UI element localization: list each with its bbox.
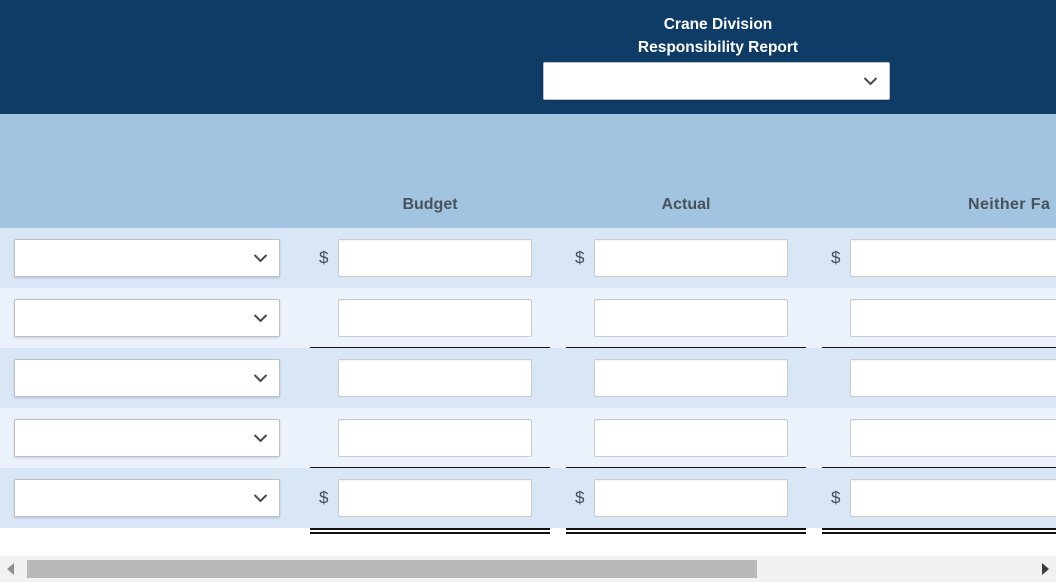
double-rule-segment bbox=[566, 528, 806, 534]
budget-cell bbox=[310, 408, 550, 469]
horizontal-scrollbar[interactable] bbox=[0, 556, 1056, 582]
actual-input[interactable] bbox=[594, 299, 788, 337]
dollar-sign: $ bbox=[575, 248, 585, 267]
account-select[interactable] bbox=[14, 419, 280, 457]
dollar-sign: $ bbox=[319, 248, 329, 267]
period-select-wrap bbox=[543, 62, 890, 100]
actual-cell: $ bbox=[566, 228, 806, 288]
variance-cell: $ bbox=[822, 468, 1056, 528]
report-title: Crane Division Responsibility Report bbox=[638, 13, 798, 59]
account-select-wrap bbox=[14, 479, 280, 517]
budget-cell: $ bbox=[310, 228, 550, 288]
dollar-sign: $ bbox=[831, 488, 841, 507]
budget-cell bbox=[310, 348, 550, 408]
column-header-budget: Budget bbox=[402, 196, 458, 213]
column-header-actual: Actual bbox=[661, 196, 711, 213]
table-row bbox=[0, 288, 1056, 349]
budget-input[interactable] bbox=[338, 239, 532, 277]
actual-input[interactable] bbox=[594, 479, 788, 517]
account-select-wrap bbox=[14, 299, 280, 337]
dollar-sign: $ bbox=[575, 488, 585, 507]
period-select[interactable] bbox=[543, 62, 890, 100]
budget-input[interactable] bbox=[338, 359, 532, 397]
table-row: $ $ $ bbox=[0, 468, 1056, 528]
variance-cell: $ bbox=[822, 228, 1056, 288]
report-rows: $ $ $ bbox=[0, 228, 1056, 528]
triangle-right-icon[interactable] bbox=[1042, 563, 1049, 575]
scrollbar-thumb[interactable] bbox=[27, 560, 757, 578]
variance-cell bbox=[822, 408, 1056, 469]
budget-input[interactable] bbox=[338, 299, 532, 337]
report-header: Crane Division Responsibility Report bbox=[0, 0, 1056, 114]
report-title-line1: Crane Division bbox=[663, 16, 773, 33]
variance-input[interactable] bbox=[850, 419, 1056, 457]
actual-input[interactable] bbox=[594, 359, 788, 397]
table-row bbox=[0, 408, 1056, 469]
budget-input[interactable] bbox=[338, 419, 532, 457]
double-rule bbox=[0, 528, 1056, 534]
variance-cell bbox=[822, 288, 1056, 349]
variance-input[interactable] bbox=[850, 359, 1056, 397]
table-row bbox=[0, 348, 1056, 408]
report-title-line2: Responsibility Report bbox=[637, 39, 799, 56]
variance-input[interactable] bbox=[850, 239, 1056, 277]
table-row: $ $ $ bbox=[0, 228, 1056, 288]
account-select-wrap bbox=[14, 239, 280, 277]
account-select-wrap bbox=[14, 359, 280, 397]
account-select[interactable] bbox=[14, 299, 280, 337]
budget-input[interactable] bbox=[338, 479, 532, 517]
actual-input[interactable] bbox=[594, 239, 788, 277]
account-select[interactable] bbox=[14, 239, 280, 277]
actual-cell bbox=[566, 348, 806, 408]
dollar-sign: $ bbox=[319, 488, 329, 507]
actual-cell bbox=[566, 408, 806, 469]
variance-input[interactable] bbox=[850, 299, 1056, 337]
column-header-band: Budget Actual Neither Fa bbox=[0, 114, 1056, 228]
account-select[interactable] bbox=[14, 359, 280, 397]
dollar-sign: $ bbox=[831, 248, 841, 267]
column-header-variance: Neither Fa bbox=[968, 196, 1051, 213]
actual-cell bbox=[566, 288, 806, 349]
actual-cell: $ bbox=[566, 468, 806, 528]
account-select[interactable] bbox=[14, 479, 280, 517]
budget-cell bbox=[310, 288, 550, 349]
variance-input[interactable] bbox=[850, 479, 1056, 517]
actual-input[interactable] bbox=[594, 419, 788, 457]
account-select-wrap bbox=[14, 419, 280, 457]
budget-cell: $ bbox=[310, 468, 550, 528]
triangle-left-icon[interactable] bbox=[7, 563, 14, 575]
double-rule-segment bbox=[822, 528, 1056, 534]
variance-cell bbox=[822, 348, 1056, 408]
double-rule-segment bbox=[310, 528, 550, 534]
